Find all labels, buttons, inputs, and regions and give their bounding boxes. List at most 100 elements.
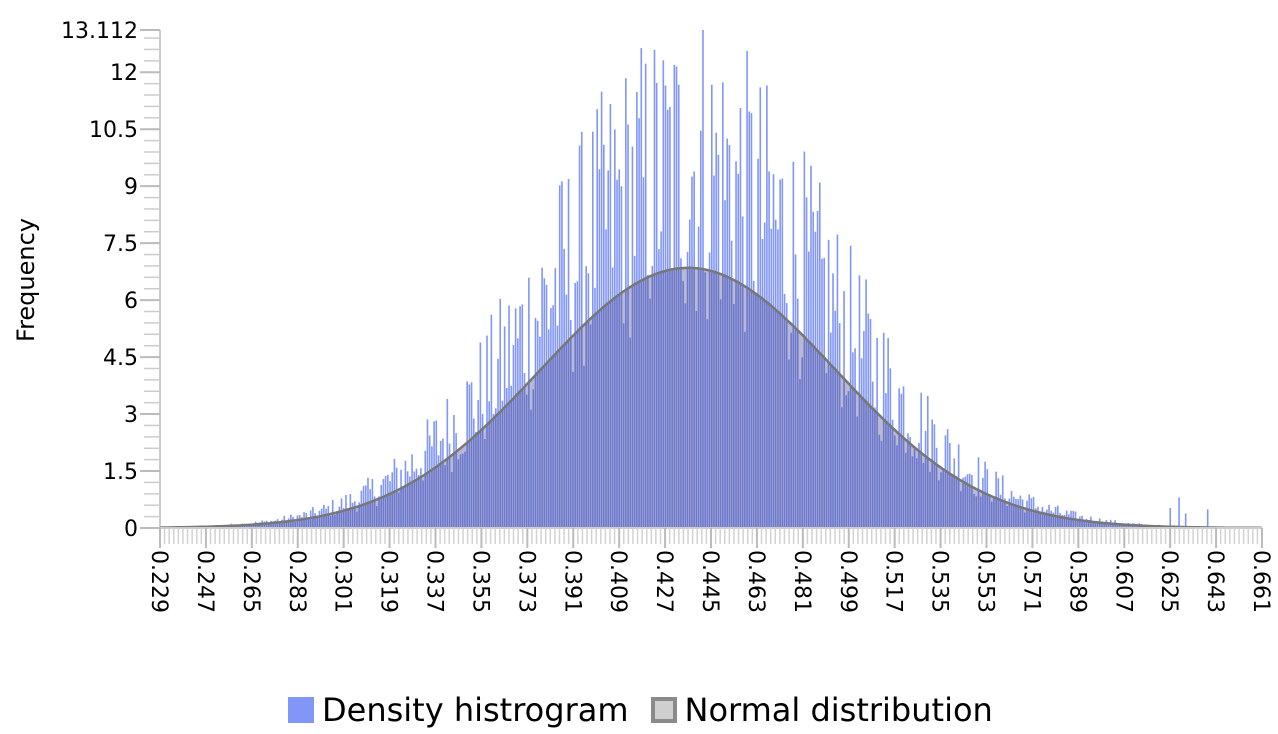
histogram-bar bbox=[1092, 521, 1094, 528]
histogram-bar bbox=[270, 520, 272, 528]
histogram-bar bbox=[1050, 510, 1053, 528]
histogram-bar bbox=[746, 50, 748, 529]
histogram-bar bbox=[285, 521, 288, 528]
histogram-bar bbox=[841, 407, 843, 528]
histogram-bar bbox=[413, 471, 416, 528]
histogram-bar bbox=[314, 513, 316, 528]
histogram-bar bbox=[479, 342, 482, 528]
histogram-bar bbox=[279, 521, 281, 528]
histogram-bar bbox=[638, 118, 640, 529]
histogram-bar bbox=[453, 415, 455, 528]
legend-item-normal[interactable]: Normal distribution bbox=[650, 691, 993, 729]
histogram-bar bbox=[567, 178, 570, 528]
histogram-bar bbox=[730, 240, 733, 528]
histogram-bar bbox=[459, 454, 462, 528]
histogram-bar bbox=[944, 435, 947, 528]
histogram-bar bbox=[1112, 523, 1114, 528]
histogram-bar bbox=[620, 186, 623, 528]
histogram-bar bbox=[949, 442, 951, 528]
histogram-bar bbox=[843, 291, 845, 528]
histogram-bar bbox=[605, 229, 607, 529]
histogram-bar bbox=[1107, 522, 1110, 528]
histogram-bar bbox=[1046, 509, 1048, 528]
histogram-bar bbox=[816, 210, 819, 528]
histogram-bar bbox=[391, 472, 394, 528]
legend-item-histogram[interactable]: Density histrogram bbox=[288, 691, 629, 729]
histogram-bar bbox=[1039, 513, 1041, 528]
histogram-bar bbox=[871, 381, 874, 528]
histogram-bar bbox=[574, 282, 576, 528]
histogram-bar bbox=[664, 85, 667, 529]
histogram-bar bbox=[801, 357, 803, 528]
histogram-bar bbox=[933, 424, 936, 528]
y-tick-label: 0 bbox=[124, 517, 138, 542]
histogram-bar bbox=[695, 310, 698, 528]
histogram-bar bbox=[349, 494, 352, 528]
histogram-bar bbox=[589, 324, 592, 528]
histogram-bar bbox=[805, 197, 808, 529]
histogram-bar bbox=[737, 173, 740, 528]
histogram-bar bbox=[792, 161, 795, 528]
histogram-bar bbox=[636, 91, 638, 528]
histogram-bar bbox=[942, 469, 945, 528]
histogram-bar bbox=[536, 320, 539, 528]
histogram-bar bbox=[1015, 498, 1017, 528]
histogram-bar bbox=[378, 496, 380, 528]
histogram-bar bbox=[475, 431, 477, 528]
y-tick-label: 1.5 bbox=[103, 460, 138, 485]
histogram-bar bbox=[411, 454, 413, 528]
histogram-bar bbox=[1021, 499, 1024, 528]
histogram-bar bbox=[1037, 506, 1039, 528]
histogram-bar bbox=[858, 275, 861, 528]
histogram-bar bbox=[525, 394, 528, 528]
histogram-bar bbox=[1116, 523, 1119, 528]
histogram-bar bbox=[669, 106, 671, 528]
histogram-bar bbox=[329, 515, 332, 528]
histogram-bar bbox=[838, 323, 841, 528]
histogram-bar bbox=[627, 124, 629, 529]
histogram-bar bbox=[1087, 521, 1090, 528]
histogram-bar bbox=[450, 472, 453, 528]
histogram-bar bbox=[340, 498, 343, 528]
histogram-bar bbox=[558, 185, 561, 529]
histogram-bar bbox=[442, 438, 444, 528]
x-tick-label: 0.589 bbox=[1064, 550, 1089, 613]
histogram-bar bbox=[1054, 506, 1057, 528]
histogram-bar bbox=[865, 279, 867, 528]
histogram-bar bbox=[371, 479, 374, 528]
histogram-bar bbox=[768, 171, 770, 528]
histogram-bar bbox=[345, 495, 347, 528]
histogram-bar bbox=[508, 305, 510, 528]
histogram-bar bbox=[556, 325, 559, 528]
histogram-bar bbox=[675, 66, 678, 528]
histogram-bar bbox=[409, 476, 411, 528]
histogram-bar bbox=[565, 294, 568, 528]
histogram-bar bbox=[735, 161, 737, 528]
histogram-bar bbox=[988, 495, 991, 528]
histogram-bar bbox=[655, 82, 658, 529]
x-tick-label: 0.571 bbox=[1018, 550, 1043, 613]
histogram-bar bbox=[860, 358, 863, 528]
histogram-bar bbox=[351, 502, 354, 528]
histogram-bar bbox=[594, 287, 596, 528]
histogram-bar bbox=[1061, 514, 1064, 528]
histogram-bar bbox=[1103, 524, 1105, 528]
histogram-bar bbox=[900, 393, 903, 528]
histogram-bar bbox=[523, 373, 526, 528]
y-tick-label: 3 bbox=[124, 403, 138, 428]
histogram-bar bbox=[955, 475, 958, 528]
histogram-bar bbox=[607, 170, 610, 528]
histogram-bar bbox=[913, 449, 916, 528]
histogram-bar bbox=[603, 144, 605, 529]
histogram-bar bbox=[1028, 494, 1030, 528]
histogram-bar bbox=[724, 200, 726, 528]
y-tick-label: 10.5 bbox=[89, 118, 138, 143]
histogram-bar bbox=[812, 211, 814, 529]
histogram-bar bbox=[874, 407, 876, 528]
histogram-bar bbox=[898, 388, 900, 528]
histogram-bar bbox=[400, 469, 402, 528]
histogram-bar bbox=[267, 524, 270, 528]
histogram-bar bbox=[1118, 524, 1121, 528]
histogram-bar bbox=[583, 365, 585, 528]
histogram-bar bbox=[252, 524, 255, 528]
